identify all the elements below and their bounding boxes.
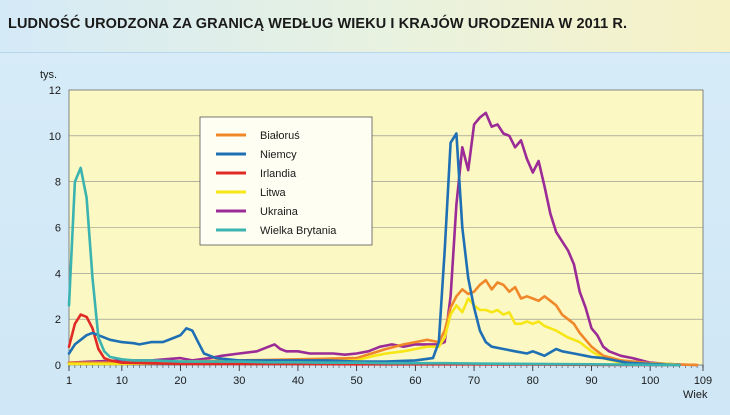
x-axis-label: Wiek — [683, 389, 708, 401]
title-bar: LUDNOŚĆ URODZONA ZA GRANICĄ WEDŁUG WIEKU… — [0, 0, 730, 53]
x-tick-label: 70 — [468, 375, 480, 387]
x-tick-label: 80 — [527, 375, 539, 387]
x-tick-label: 30 — [233, 375, 245, 387]
chart-title: LUDNOŚĆ URODZONA ZA GRANICĄ WEDŁUG WIEKU… — [8, 16, 628, 32]
axis-ticks: 0 2 4 6 8 10 12 1 10 20 30 40 50 60 70 80 90 100 109 — [49, 85, 712, 387]
gridlines — [69, 135, 703, 320]
x-tick-label: 100 — [641, 375, 659, 387]
x-tick-label: 1 — [66, 375, 72, 387]
x-tick-label: 109 — [694, 375, 712, 387]
series-line-5 — [67, 111, 699, 367]
legend-box — [199, 116, 373, 246]
y-tick-label: 4 — [55, 268, 61, 280]
y-tick-label: 2 — [55, 314, 61, 326]
y-tick-label: 0 — [55, 360, 61, 372]
legend: Białoruś Niemcy Irlandia Litwa Ukraina Wielka… — [199, 116, 373, 246]
series-line-4 — [67, 297, 681, 367]
legend-label: Białoruś — [260, 130, 300, 142]
y-tick-label: 12 — [49, 85, 61, 97]
series-line-6 — [67, 166, 681, 367]
y-tick-label: 6 — [55, 223, 61, 235]
legend-label: Irlandia — [260, 168, 297, 180]
series-layer — [67, 111, 699, 367]
legend-label: Litwa — [260, 187, 287, 199]
y-tick-label: 10 — [49, 131, 61, 143]
legend-label: Ukraina — [260, 206, 299, 218]
legend-label: Niemcy — [260, 149, 297, 161]
x-tick-label: 10 — [116, 375, 128, 387]
x-tick-label: 90 — [585, 375, 597, 387]
y-axis-label: tys. — [40, 69, 57, 81]
legend-label: Wielka Brytania — [260, 225, 337, 237]
series-line-2 — [67, 132, 681, 367]
x-tick-label: 20 — [174, 375, 186, 387]
y-tick-label: 8 — [55, 177, 61, 189]
x-tick-label: 50 — [351, 375, 363, 387]
x-tick-label: 40 — [292, 375, 304, 387]
series-line-1 — [67, 278, 699, 367]
x-tick-label: 60 — [409, 375, 421, 387]
